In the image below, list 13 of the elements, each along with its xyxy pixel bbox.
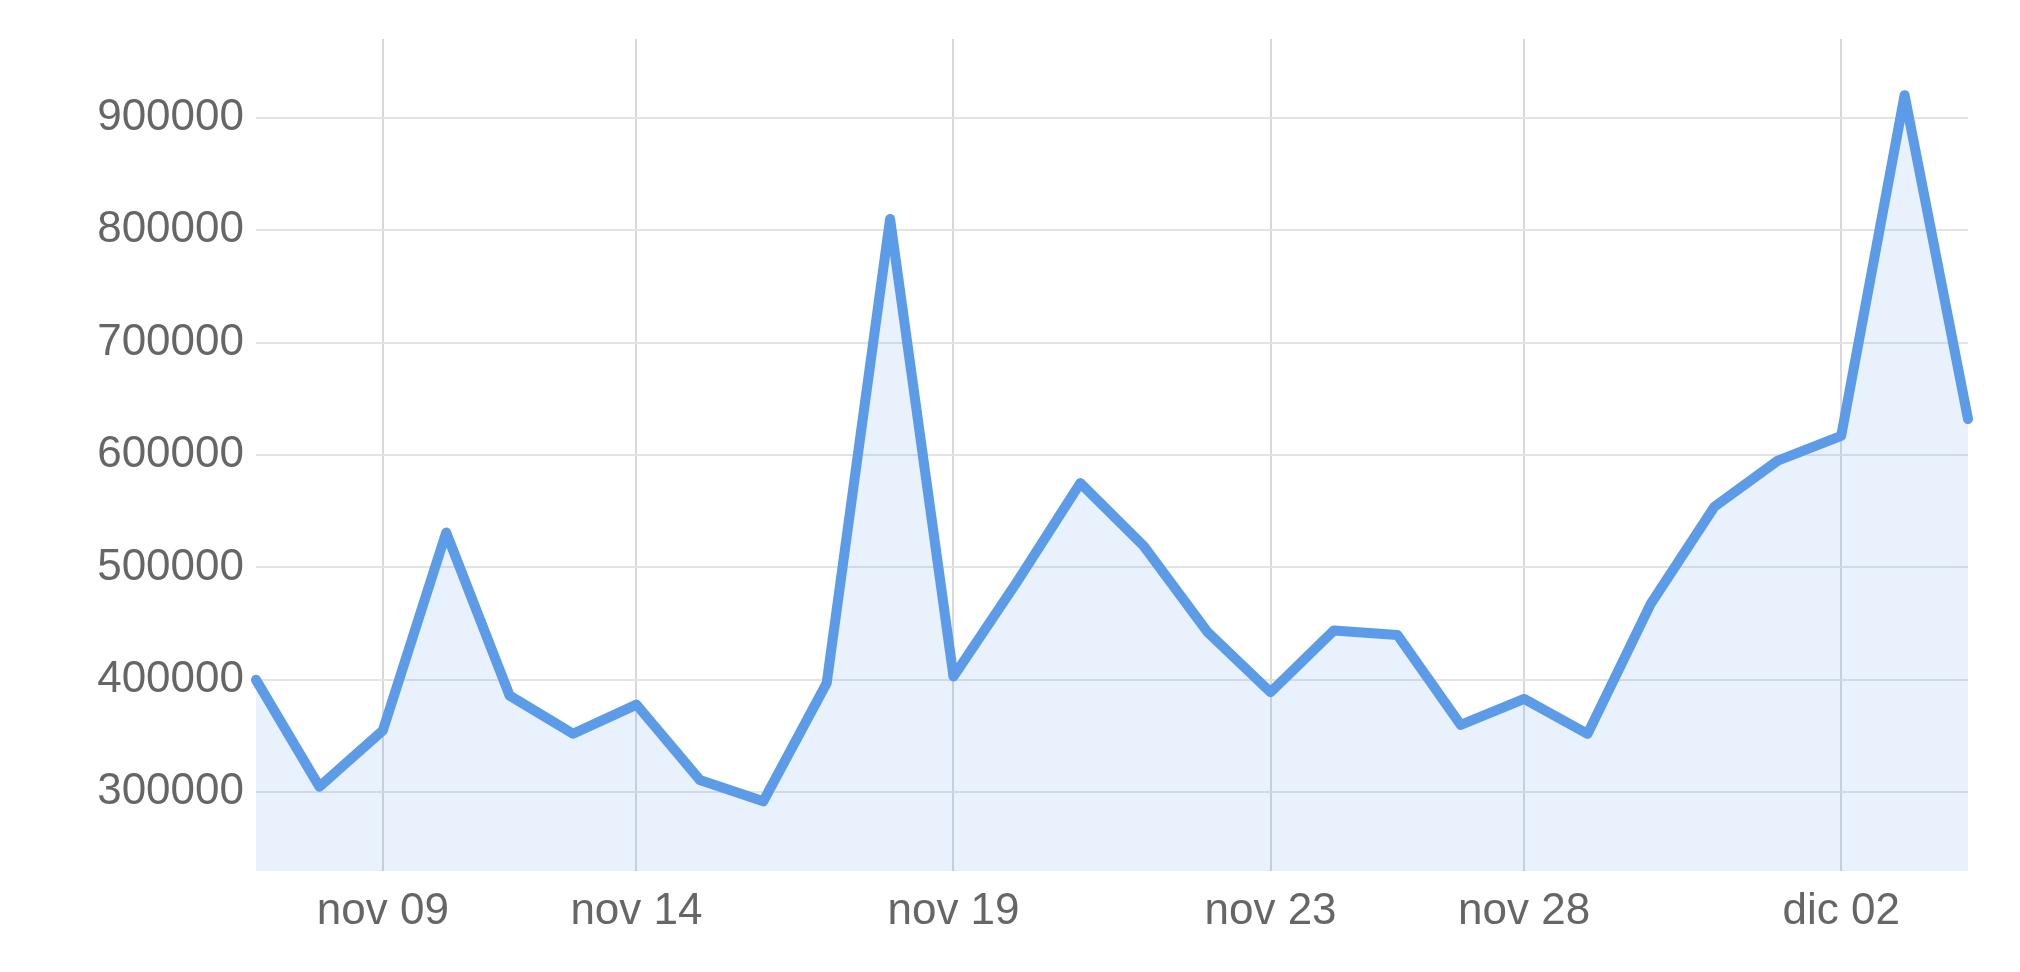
y-tick-label: 500000 [97,539,244,589]
x-tick-label: nov 14 [570,883,703,933]
y-tick-label: 700000 [97,314,244,364]
y-tick-label: 300000 [97,764,244,814]
x-tick-label: dic 02 [1782,883,1900,933]
y-tick-label: 800000 [97,202,244,252]
y-tick-label: 400000 [97,652,244,702]
x-tick-label: nov 09 [316,883,449,933]
y-tick-label: 600000 [97,427,244,477]
x-tick-label: nov 28 [1458,883,1591,933]
y-tick-label: 900000 [97,89,244,139]
x-tick-label: nov 23 [1204,883,1337,933]
x-tick-label: nov 19 [887,883,1020,933]
